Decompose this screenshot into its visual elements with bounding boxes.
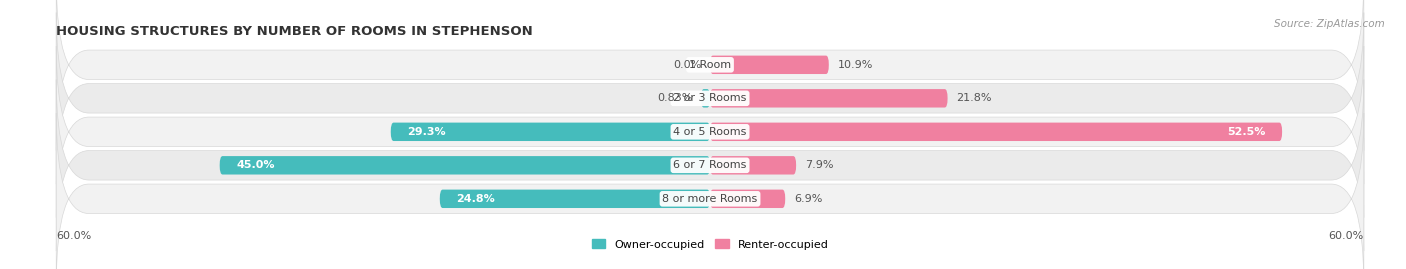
FancyBboxPatch shape — [219, 156, 710, 175]
Text: 21.8%: 21.8% — [956, 93, 991, 103]
FancyBboxPatch shape — [710, 89, 948, 108]
Text: HOUSING STRUCTURES BY NUMBER OF ROOMS IN STEPHENSON: HOUSING STRUCTURES BY NUMBER OF ROOMS IN… — [56, 25, 533, 38]
FancyBboxPatch shape — [56, 46, 1364, 218]
Text: 29.3%: 29.3% — [408, 127, 446, 137]
Text: 0.83%: 0.83% — [657, 93, 692, 103]
FancyBboxPatch shape — [56, 80, 1364, 251]
Text: 52.5%: 52.5% — [1227, 127, 1265, 137]
Text: 6 or 7 Rooms: 6 or 7 Rooms — [673, 160, 747, 170]
Text: 60.0%: 60.0% — [56, 231, 91, 241]
Text: 10.9%: 10.9% — [838, 60, 873, 70]
FancyBboxPatch shape — [391, 123, 710, 141]
Text: 8 or more Rooms: 8 or more Rooms — [662, 194, 758, 204]
FancyBboxPatch shape — [710, 156, 796, 175]
Text: 2 or 3 Rooms: 2 or 3 Rooms — [673, 93, 747, 103]
FancyBboxPatch shape — [440, 190, 710, 208]
FancyBboxPatch shape — [710, 123, 1282, 141]
Text: 4 or 5 Rooms: 4 or 5 Rooms — [673, 127, 747, 137]
FancyBboxPatch shape — [56, 13, 1364, 184]
Text: 7.9%: 7.9% — [804, 160, 834, 170]
FancyBboxPatch shape — [710, 56, 828, 74]
FancyBboxPatch shape — [710, 190, 785, 208]
Text: 0.0%: 0.0% — [673, 60, 702, 70]
Legend: Owner-occupied, Renter-occupied: Owner-occupied, Renter-occupied — [588, 235, 832, 254]
Text: 1 Room: 1 Room — [689, 60, 731, 70]
Text: 60.0%: 60.0% — [1329, 231, 1364, 241]
Text: Source: ZipAtlas.com: Source: ZipAtlas.com — [1274, 19, 1385, 29]
Text: 24.8%: 24.8% — [456, 194, 495, 204]
Text: 45.0%: 45.0% — [236, 160, 274, 170]
FancyBboxPatch shape — [56, 113, 1364, 269]
FancyBboxPatch shape — [56, 0, 1364, 151]
FancyBboxPatch shape — [702, 89, 710, 108]
Text: 6.9%: 6.9% — [794, 194, 823, 204]
